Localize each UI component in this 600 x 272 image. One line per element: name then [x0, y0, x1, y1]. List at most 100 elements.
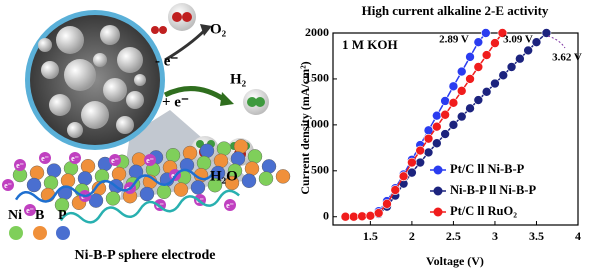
point	[432, 121, 442, 132]
y-tick-label: 0	[323, 208, 329, 222]
point	[498, 70, 509, 81]
sem-sphere	[81, 101, 109, 129]
legend-p: P	[58, 208, 67, 223]
y-tick-label: 1000	[305, 117, 329, 131]
atom-h	[255, 97, 265, 107]
atom	[190, 180, 206, 195]
wave	[59, 189, 240, 224]
electron-label: e⁻	[4, 181, 12, 190]
legend-label: Ni-B-P ll Ni-B-P	[450, 183, 536, 197]
x-tick-label: 3.5	[529, 229, 544, 243]
wave	[14, 168, 216, 203]
sem-sphere	[41, 61, 59, 79]
minus-e: - e⁻	[155, 53, 178, 69]
sem-sphere	[64, 59, 96, 91]
electron	[109, 154, 121, 166]
electron	[144, 154, 156, 166]
point	[415, 145, 426, 156]
point	[365, 211, 376, 221]
atom	[247, 149, 263, 164]
legend-ni: Ni	[8, 208, 22, 223]
point	[448, 120, 459, 130]
point	[481, 50, 492, 60]
sphere-ni	[9, 226, 23, 240]
atom	[43, 175, 59, 191]
atom	[46, 163, 62, 178]
legend-label: Pt/C ll Ni-B-P	[450, 162, 525, 176]
electron	[2, 179, 14, 191]
point	[515, 53, 525, 64]
x-tick-label: 1.5	[363, 229, 378, 243]
atom	[207, 177, 223, 193]
sem-sphere	[67, 122, 83, 138]
point	[440, 129, 450, 139]
chart: High current alkaline 2-E activity Volta…	[298, 3, 582, 268]
point	[407, 167, 417, 178]
atom-o	[172, 12, 182, 22]
point	[456, 66, 467, 77]
arrow-head	[220, 92, 234, 106]
atom	[54, 197, 70, 213]
point	[465, 52, 475, 62]
point	[490, 38, 500, 48]
caption: Ni-B-P sphere electrode	[74, 248, 215, 263]
arrow-head	[200, 24, 212, 36]
electron-label: e⁻	[146, 156, 154, 165]
atom-o	[182, 12, 192, 22]
point	[448, 81, 459, 92]
atom	[275, 169, 291, 184]
point	[415, 157, 426, 168]
y-tick-label: 1500	[305, 71, 329, 85]
legend-label: Pt/C ll RuO₂	[450, 204, 517, 218]
y-tick-label: 500	[311, 163, 329, 177]
chart-title: High current alkaline 2-E activity	[362, 3, 549, 18]
annotation: 2.89 V	[439, 34, 469, 46]
point	[465, 103, 475, 114]
atom	[60, 173, 76, 188]
atom	[111, 166, 127, 182]
electron	[224, 199, 236, 211]
electron-label: e⁻	[71, 154, 79, 163]
sphere-p	[56, 226, 70, 240]
sem-sphere	[134, 74, 146, 86]
sem-sphere	[126, 91, 144, 109]
annotation: 3.09 V	[503, 34, 533, 46]
atom	[182, 145, 198, 161]
sem-sphere	[100, 25, 120, 45]
atom	[80, 158, 96, 174]
point	[348, 211, 359, 222]
electron-label: e⁻	[41, 154, 49, 163]
atom-o	[151, 26, 159, 34]
sem-sphere	[49, 94, 71, 116]
sem-sphere	[56, 26, 84, 54]
electron	[39, 152, 51, 164]
y-tick-label: 2000	[305, 25, 329, 39]
atom	[196, 155, 212, 171]
atom	[77, 171, 93, 186]
point	[473, 62, 484, 72]
point	[506, 62, 517, 72]
electron-label: e⁻	[226, 201, 234, 210]
arrow-oxidation	[164, 28, 207, 62]
annotation: 3.62 V	[552, 52, 582, 64]
plus-e: + e⁻	[162, 94, 189, 110]
point	[423, 147, 434, 158]
point	[440, 109, 450, 120]
point	[390, 185, 401, 195]
illustration: - e⁻ + e⁻ O₂ H₂ e⁻e⁻ e⁻ e⁻ e⁻e⁻e⁻e⁻e⁻e⁻e⁻e⁻…	[2, 3, 291, 263]
point	[432, 138, 442, 149]
point	[523, 45, 533, 56]
x-tick-label: 4	[575, 229, 581, 243]
electron-label: e⁻	[26, 206, 34, 215]
point	[481, 28, 491, 38]
atom	[165, 147, 181, 163]
point	[465, 74, 475, 84]
point	[456, 111, 467, 122]
sem-sphere	[116, 116, 134, 134]
sem-sphere	[103, 78, 127, 102]
atom	[88, 193, 104, 208]
point	[373, 208, 384, 218]
atom	[233, 139, 249, 154]
electron-label: e⁻	[111, 156, 119, 165]
point	[473, 37, 484, 47]
